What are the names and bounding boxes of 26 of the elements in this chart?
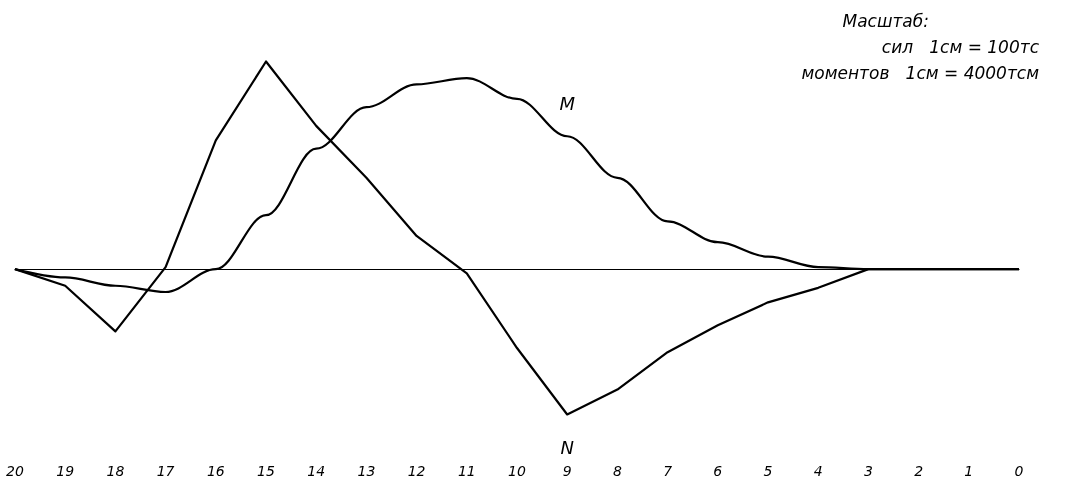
x-tick-label: 6 — [713, 463, 723, 479]
x-tick-label: 12 — [407, 463, 426, 479]
x-tick-label: 9 — [562, 463, 572, 479]
x-tick-label: 19 — [56, 463, 75, 479]
x-tick-label: 8 — [612, 463, 622, 479]
x-tick-label: 10 — [508, 463, 526, 479]
series-label: N — [560, 436, 574, 458]
x-tick-label: 20 — [6, 463, 24, 479]
x-tick-label: 2 — [914, 463, 924, 479]
x-tick-label: 5 — [763, 463, 773, 479]
x-tick-label: 7 — [663, 463, 673, 479]
x-tick-label: 3 — [863, 463, 873, 479]
series-label: M — [559, 92, 576, 114]
text: сил 1см = 100тс — [881, 36, 1040, 57]
x-tick-label: 1 — [964, 463, 974, 479]
x-tick-label: 13 — [357, 463, 376, 479]
x-tick-label: 17 — [156, 463, 175, 479]
x-tick-label: 14 — [307, 463, 326, 479]
annotation: моментов 1см = 4000тсм — [801, 62, 1040, 83]
x-tick-label: 18 — [106, 463, 125, 479]
x-tick-label: 4 — [813, 463, 823, 479]
x-tick-label: 16 — [206, 463, 225, 479]
x-tick-label: 11 — [457, 463, 476, 479]
x-tick-label: 0 — [1014, 463, 1024, 479]
text: Масштаб: — [842, 10, 930, 31]
x-tick-label: 15 — [257, 463, 275, 479]
